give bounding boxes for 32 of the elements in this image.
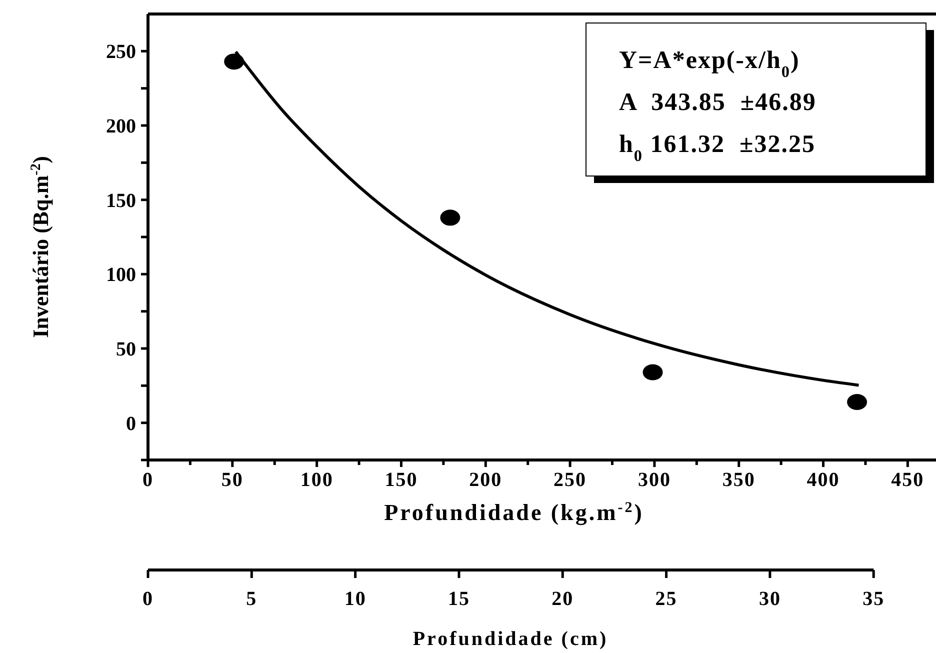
annotation: A 343.85 ±46.89 [619, 89, 816, 116]
x-tick-label: 50 [221, 469, 244, 491]
annotation: Y=A*exp(-x/h$_{0}$) [619, 47, 800, 81]
point [847, 394, 868, 410]
x-tick-label: 400 [806, 469, 840, 491]
y-tick-label: 0 [126, 412, 136, 435]
y-tick-label: 200 [106, 116, 136, 138]
x-tick-label: 300 [638, 469, 671, 491]
x2-tick-label: 20 [552, 588, 574, 610]
x2-tick-label: 5 [246, 588, 258, 610]
x2-tick-label: 30 [758, 588, 781, 610]
y-tick-label: 250 [106, 41, 136, 64]
y-tick-label: 150 [106, 190, 136, 212]
x2-tick-label: 35 [862, 588, 885, 610]
x2-axis-title: Profundidade (cm) [412, 628, 608, 650]
x-tick-label: 250 [554, 469, 587, 491]
x-tick-label: 450 [891, 469, 924, 491]
x-tick-label: 350 [722, 469, 756, 491]
y-tick-label: 100 [106, 264, 136, 286]
x-tick-label: 150 [384, 469, 418, 491]
x2-tick-label: 0 [142, 588, 154, 610]
x2-tick-label: 15 [448, 588, 470, 610]
point [440, 210, 460, 226]
x-tick-label: 200 [469, 469, 502, 491]
x2-tick-label: 10 [344, 588, 366, 610]
x-axis-title: Profundidade (kg.m$^{-2}$) [384, 500, 644, 526]
x-tick-label: 100 [300, 469, 334, 491]
y-tick-label: 50 [116, 338, 136, 360]
x-tick-label: 0 [142, 469, 154, 491]
point [642, 364, 663, 380]
x2-tick-label: 25 [655, 588, 678, 610]
annotation: h$_{0}$ 161.32 ±32.25 [619, 131, 816, 165]
